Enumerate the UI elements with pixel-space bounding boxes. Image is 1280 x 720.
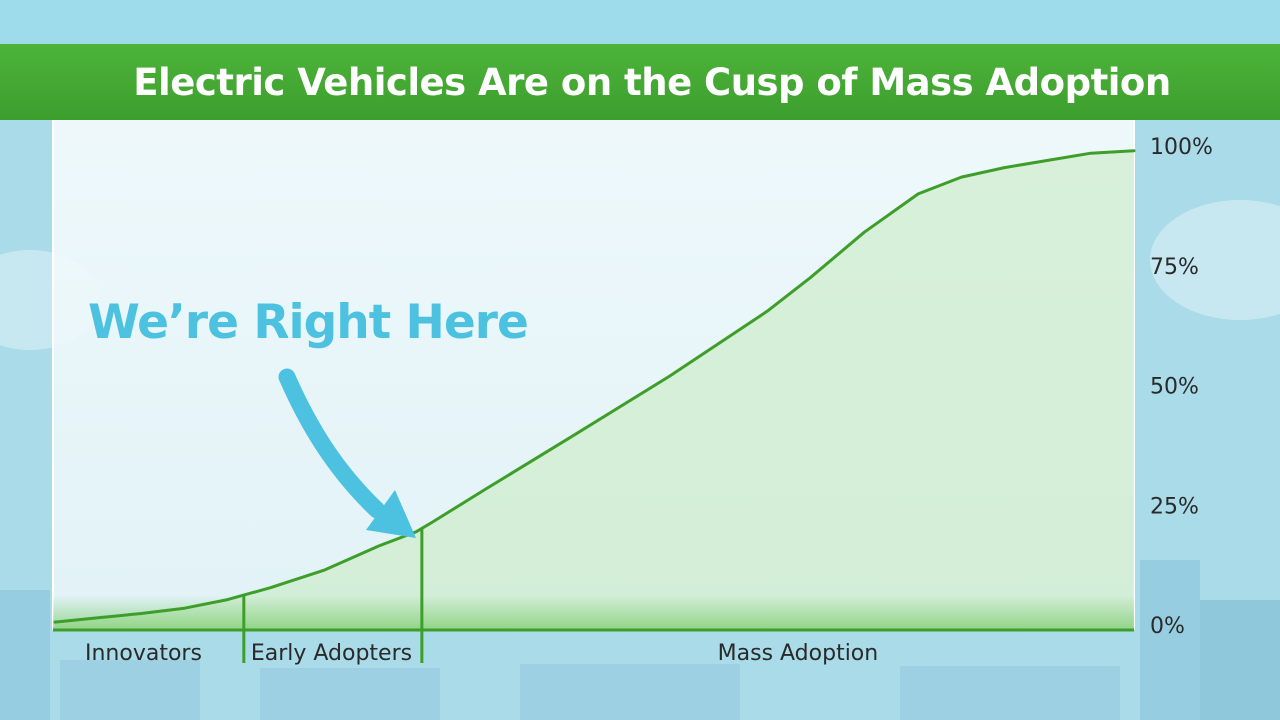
- segment-label: Mass Adoption: [718, 641, 879, 666]
- building: [900, 666, 1120, 720]
- cloud: [1150, 200, 1280, 320]
- chart-title: Electric Vehicles Are on the Cusp of Mas…: [133, 60, 1171, 104]
- sky-background: [0, 0, 1280, 46]
- building: [1140, 560, 1200, 720]
- building: [260, 668, 440, 720]
- segment-label: Innovators: [85, 641, 202, 666]
- curved-arrow-icon: [278, 368, 416, 538]
- y-tick-label: 50%: [1150, 375, 1199, 400]
- y-tick-label: 0%: [1150, 614, 1185, 639]
- y-tick-label: 100%: [1150, 135, 1213, 160]
- building: [1200, 600, 1280, 720]
- segment-dividers: [242, 528, 424, 663]
- callout-text: We’re Right Here: [88, 295, 528, 350]
- y-tick-label: 75%: [1150, 255, 1199, 280]
- curve-area: [55, 150, 1134, 631]
- building: [0, 590, 50, 720]
- background-decoration: [0, 200, 1280, 720]
- segment-label: Early Adopters: [251, 641, 412, 666]
- y-axis-ticks: 0% 25% 50% 75% 100%: [1150, 135, 1213, 639]
- title-bar: Electric Vehicles Are on the Cusp of Mas…: [0, 44, 1280, 120]
- segment-labels: Innovators Early Adopters Mass Adoption: [85, 641, 878, 666]
- y-tick-label: 25%: [1150, 494, 1199, 519]
- building: [520, 664, 740, 720]
- building: [60, 660, 200, 720]
- baseline-glow: [53, 595, 1134, 630]
- adoption-curve: [53, 149, 1136, 624]
